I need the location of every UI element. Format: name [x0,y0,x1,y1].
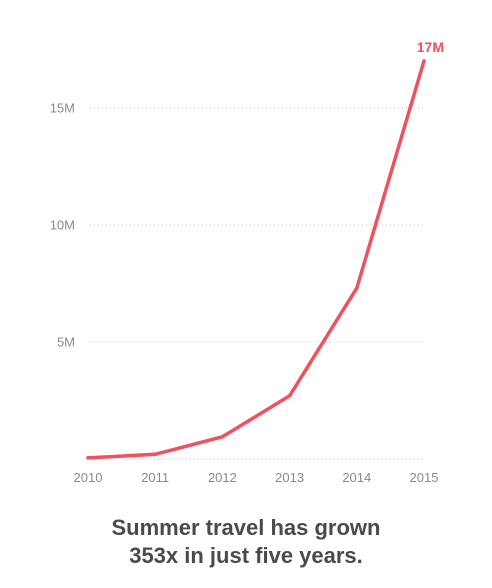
x-tick-label: 2012 [208,470,237,485]
data-point [220,435,225,439]
x-tick-label: 2014 [342,470,371,485]
data-point [153,452,157,457]
x-tick-label: 2015 [410,470,439,485]
caption-line-1: Summer travel has grown [111,515,381,540]
data-point [287,394,292,398]
y-tick-label: 15M [50,100,75,115]
chart-caption: Summer travel has grown 353x in just fiv… [0,514,492,570]
x-tick-label: 2011 [141,470,169,485]
line-chart: 5M 10M 15M 2010 2011 2012 2013 2014 2015 17M [50,39,444,485]
end-value-label: 17M [417,39,444,55]
series-line [86,59,426,460]
x-tick-label: 2010 [74,470,103,485]
data-point [355,286,359,290]
x-axis-tick-labels: 2010 2011 2012 2013 2014 2015 [74,470,439,485]
y-axis-tick-labels: 5M 10M 15M [50,100,75,349]
series [86,59,426,460]
caption-line-2: 353x in just five years. [129,543,363,568]
y-tick-label: 5M [57,334,75,349]
gridlines [90,107,426,460]
x-tick-label: 2013 [275,470,304,485]
annotations: 17M [417,39,444,55]
data-point [86,456,90,460]
y-tick-label: 10M [50,217,75,232]
data-point [422,59,426,63]
